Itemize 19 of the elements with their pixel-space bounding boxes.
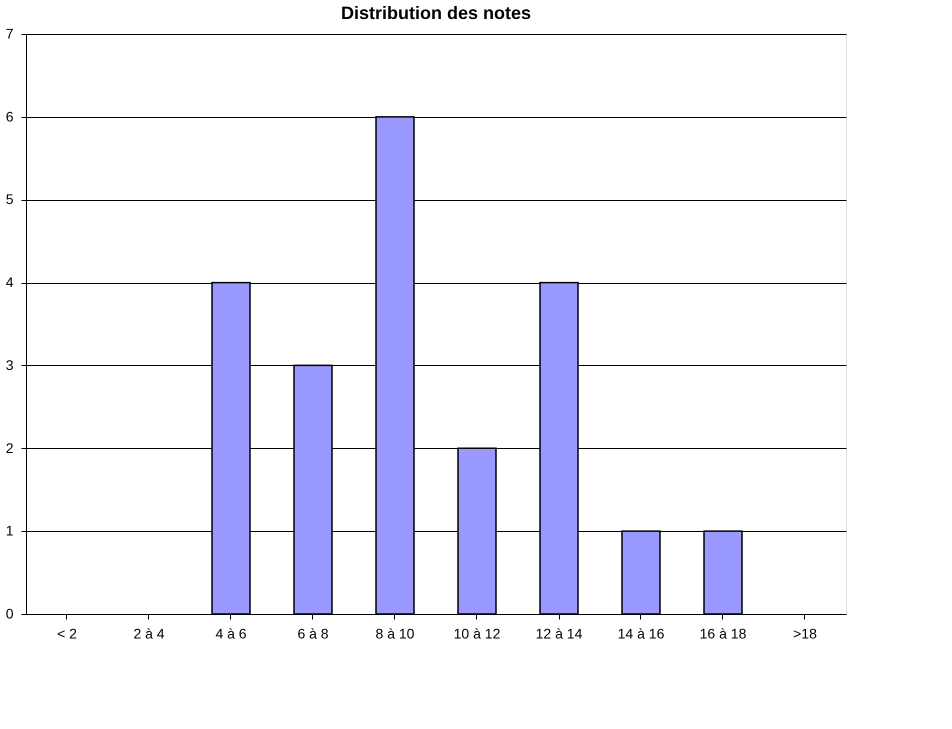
y-tick-label: 3 bbox=[6, 356, 14, 373]
y-tick-label: 7 bbox=[6, 26, 14, 42]
x-tick-label: 8 à 10 bbox=[376, 626, 415, 642]
x-tick-label: < 2 bbox=[57, 626, 78, 642]
x-tick-label: 2 à 4 bbox=[133, 626, 165, 642]
x-tick-label: 12 à 14 bbox=[536, 626, 583, 642]
y-tick-label: 4 bbox=[6, 274, 14, 290]
x-tick-label: 16 à 18 bbox=[700, 626, 747, 642]
y-tick-label: 1 bbox=[6, 522, 14, 539]
x-tick-label: 4 à 6 bbox=[215, 626, 247, 642]
x-tick-label: 10 à 12 bbox=[454, 626, 501, 642]
x-tick-label: >18 bbox=[793, 626, 818, 642]
x-tick-label: 6 à 8 bbox=[297, 626, 329, 642]
y-tick-label: 6 bbox=[6, 108, 14, 124]
chart-title: Distribution des notes bbox=[340, 3, 532, 23]
y-tick-label: 5 bbox=[6, 191, 14, 208]
x-tick-label: 14 à 16 bbox=[618, 626, 665, 642]
y-tick-label: 2 bbox=[6, 440, 14, 456]
y-tick-label: 0 bbox=[6, 606, 14, 622]
